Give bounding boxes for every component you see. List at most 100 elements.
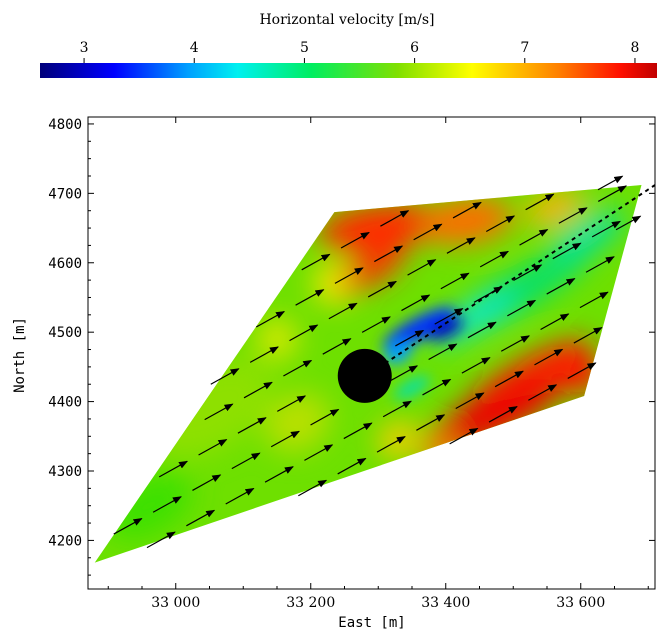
x-axis: 33 000 33 200 33 400 33 600 (107, 117, 649, 611)
wind-arrow (422, 378, 452, 396)
wind-arrow (367, 280, 397, 298)
obstacle-disc (337, 348, 392, 403)
wind-arrow (382, 400, 412, 418)
wind-arrow (534, 348, 564, 366)
field-region (422, 432, 456, 468)
wind-arrow (283, 359, 313, 377)
wind-arrow (615, 215, 642, 231)
wind-arrow (449, 427, 479, 445)
wind-arrow (519, 229, 549, 246)
field-region (551, 210, 624, 260)
wind-arrow (243, 381, 273, 399)
x-tick-label: 33 000 (151, 595, 200, 611)
wind-arrow (585, 256, 615, 273)
colorbar-tick-label: 3 (80, 40, 89, 56)
wind-arrow (198, 438, 228, 456)
y-tick-label: 4500 (48, 325, 82, 341)
field-region (560, 353, 601, 395)
wind-arrow (225, 487, 255, 505)
colorbar-title: Horizontal velocity [m/s] (259, 12, 434, 28)
wind-arrow (597, 175, 624, 191)
wind-arrow (337, 457, 367, 475)
colorbar-gradient (40, 63, 657, 78)
wind-arrow (301, 253, 331, 271)
wind-arrow (289, 324, 319, 342)
wind-arrow (376, 436, 406, 453)
wind-arrow (304, 444, 334, 461)
plot-frame (87, 116, 656, 590)
y-tick-label: 4400 (48, 395, 82, 411)
wind-arrow (446, 237, 476, 254)
wind-arrow (525, 193, 555, 211)
wind-arrow (334, 267, 364, 284)
colorbar-ticks: 3 4 5 6 7 8 (80, 40, 640, 63)
wind-arrow (249, 346, 279, 363)
field-region (264, 393, 330, 452)
wind-arrow (440, 272, 470, 290)
wind-arrow (573, 327, 603, 344)
y-tick-label: 4700 (48, 186, 82, 202)
wind-arrow (295, 289, 325, 306)
wind-arrow (507, 299, 537, 317)
wind-arrow (361, 316, 391, 333)
y-tick-label: 4300 (48, 464, 82, 480)
wind-arrow (428, 343, 458, 361)
y-tick-label: 4800 (48, 117, 82, 133)
field-region (256, 318, 298, 360)
wind-arrow (579, 291, 609, 309)
wind-arrow (528, 384, 558, 401)
field-region (419, 198, 513, 245)
colorbar: Horizontal velocity [m/s] 3 4 5 6 7 8 (40, 12, 657, 78)
colorbar-tick-label: 4 (190, 40, 199, 56)
wind-arrow (158, 460, 188, 478)
wake-region (428, 317, 463, 341)
field-region (524, 189, 583, 225)
wind-arrow (264, 466, 294, 483)
wind-arrow (413, 223, 443, 241)
wind-arrow (374, 245, 404, 263)
wind-arrow (255, 310, 286, 328)
wind-arrow (388, 365, 419, 382)
wind-arrow (192, 474, 222, 491)
wind-arrow (204, 403, 234, 421)
wind-arrow (567, 362, 597, 379)
wind-arrow (328, 302, 358, 320)
wind-arrow (455, 392, 485, 410)
wind-arrow (552, 242, 582, 260)
wind-arrow (298, 479, 328, 497)
wind-arrow (488, 406, 518, 423)
x-tick-label: 33 200 (286, 595, 335, 611)
wind-arrow (113, 518, 143, 535)
wind-arrow (146, 531, 176, 549)
wind-arrow (401, 294, 431, 312)
y-tick-label: 4600 (48, 256, 82, 272)
colorbar-tick-label: 6 (410, 40, 419, 56)
colorbar-tick-label: 8 (631, 40, 640, 56)
wind-arrow (231, 452, 261, 470)
wake-region (382, 307, 455, 351)
wind-arrow (340, 231, 370, 249)
colorbar-tick-label: 7 (520, 40, 529, 56)
wind-arrow (546, 278, 576, 295)
wind-arrow (479, 250, 509, 268)
wind-arrow (416, 414, 446, 431)
wind-arrow (152, 496, 182, 513)
wind-arrow (494, 370, 524, 388)
wind-arrow (380, 210, 410, 227)
wind-arrow (186, 509, 216, 527)
wind-arrow (452, 201, 482, 219)
y-axis: 4200 4300 4400 4500 4600 4700 4800 (48, 117, 655, 576)
wind-arrow (210, 368, 240, 385)
wind-arrow (558, 207, 588, 224)
wind-arrow (540, 313, 570, 330)
wind-arrow (434, 308, 464, 325)
wind-arrow (591, 220, 621, 238)
wind-arrow (270, 430, 300, 448)
y-tick-label: 4200 (48, 533, 82, 549)
wind-arrow (395, 329, 425, 347)
x-tick-label: 33 400 (421, 595, 470, 611)
field-region (338, 247, 405, 292)
x-axis-label: East [m] (338, 615, 405, 631)
wind-arrow (485, 215, 516, 233)
